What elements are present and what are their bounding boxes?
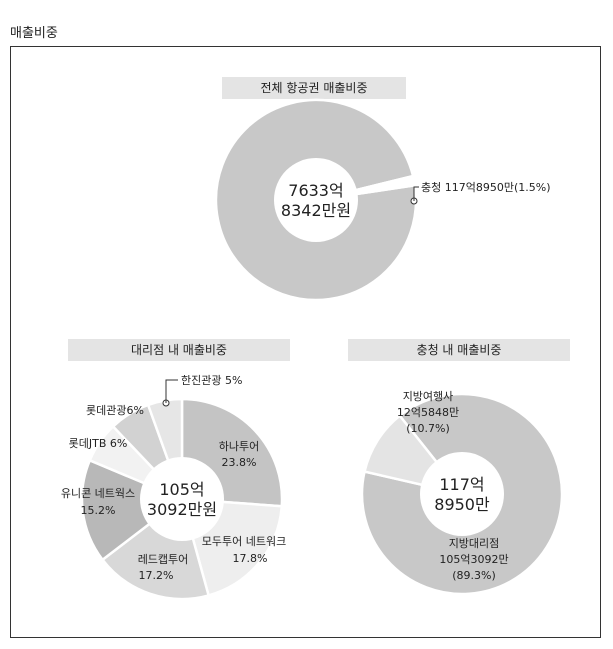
page-title: 매출비중 <box>10 26 58 41</box>
pie-1-slice-4-label: 롯데JTB 6% <box>69 437 128 450</box>
pie-2-slice-1-pct: (10.7%) <box>406 422 450 435</box>
pie-1-slice-0-pct: 23.8% <box>222 456 257 469</box>
pie-0-center-line1: 7633억 <box>288 181 343 200</box>
pie-2-hole <box>420 452 504 536</box>
chart-frame <box>10 46 601 638</box>
chart-title-agency: 대리점 내 매출비중 <box>68 339 290 361</box>
pie-0-center-line2: 8342만원 <box>281 201 351 220</box>
pie-1-slice-6-label: 한진관광 5% <box>181 374 242 387</box>
pie-1-slice-2-pct: 17.2% <box>139 569 174 582</box>
chart-title-chungcheong: 충청 내 매출비중 <box>348 339 570 361</box>
pie-2-center-line2: 8950만 <box>434 495 490 514</box>
pie-1-leader-line <box>165 379 178 403</box>
pie-2-slice-0-pct: (89.3%) <box>452 569 496 582</box>
pie-1-slice-3 <box>80 458 185 562</box>
pie-2-center-line1: 117억 <box>439 475 484 494</box>
pie-0-slice-1-label: 충청 117억8950만(1.5%) <box>421 181 551 194</box>
chart-title-total: 전체 항공권 매출비중 <box>222 77 406 99</box>
pie-2-slice-1-label: 지방여행사 <box>403 390 454 403</box>
pie-2-slice-0-value: 105억3092만 <box>439 553 508 566</box>
pie-1-slice-0-label: 하나투어 <box>219 439 259 453</box>
pie-1-center-line2: 3092만원 <box>147 500 217 519</box>
pie-1-slice-1-label: 모두투어 네트워크 <box>202 535 286 548</box>
pie-1-slice-3-pct: 15.2% <box>81 504 116 517</box>
pie-1-hole <box>140 457 224 541</box>
pie-0-leader-line <box>413 186 419 201</box>
pie-0-hole <box>274 158 358 242</box>
pie-1-slice-1-pct: 17.8% <box>233 552 268 565</box>
pie-1-slice-2-label: 레드캡투어 <box>138 553 189 566</box>
pie-1-slice-5-label: 롯데관광6% <box>86 404 144 417</box>
pie-2-slice-0-label: 지방대리점 <box>449 537 500 550</box>
pie-1-center-line1: 105억 <box>159 480 204 499</box>
pie-2-slice-1-value: 12억5848만 <box>397 406 459 419</box>
pie-1-slice-3-label: 유니콘 네트웍스 <box>61 487 135 500</box>
